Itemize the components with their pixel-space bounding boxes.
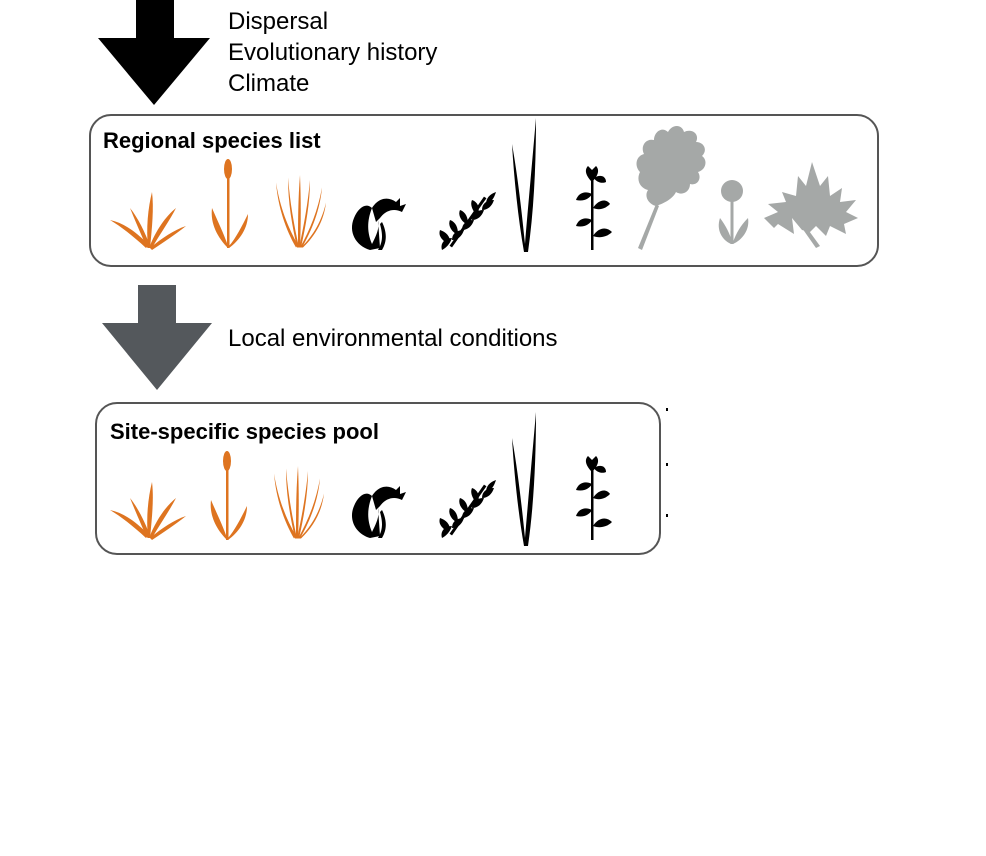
black-blade-icon: [512, 412, 536, 546]
tick-mark: [666, 408, 668, 411]
local-filters: Local environmental conditions: [228, 323, 558, 354]
black-bellflower-icon: [351, 486, 406, 538]
tick-mark: [666, 514, 668, 517]
site-box-title: Site-specific species pool: [110, 419, 379, 444]
down-arrow-local: [102, 285, 212, 390]
orange-grass-icon: [110, 482, 186, 540]
filter-climate: Climate: [228, 70, 310, 97]
black-vine-flower-icon: [576, 456, 612, 540]
filter-evolutionary-history: Evolutionary history: [228, 39, 438, 66]
black-fern-icon: [439, 480, 496, 538]
filter-local-environment: Local environmental conditions: [228, 325, 558, 352]
regional-filters: Dispersal Evolutionary history Climate: [228, 6, 437, 99]
orange-cattail-icon: [210, 451, 247, 540]
tick-mark: [666, 463, 668, 466]
site-species-icons: [110, 412, 612, 546]
regional-species-box: [89, 114, 879, 267]
filter-dispersal: Dispersal: [228, 8, 329, 35]
orange-sedge-icon: [274, 466, 324, 539]
regional-box-title: Regional species list: [103, 128, 321, 153]
down-arrow-regional: [98, 0, 210, 105]
